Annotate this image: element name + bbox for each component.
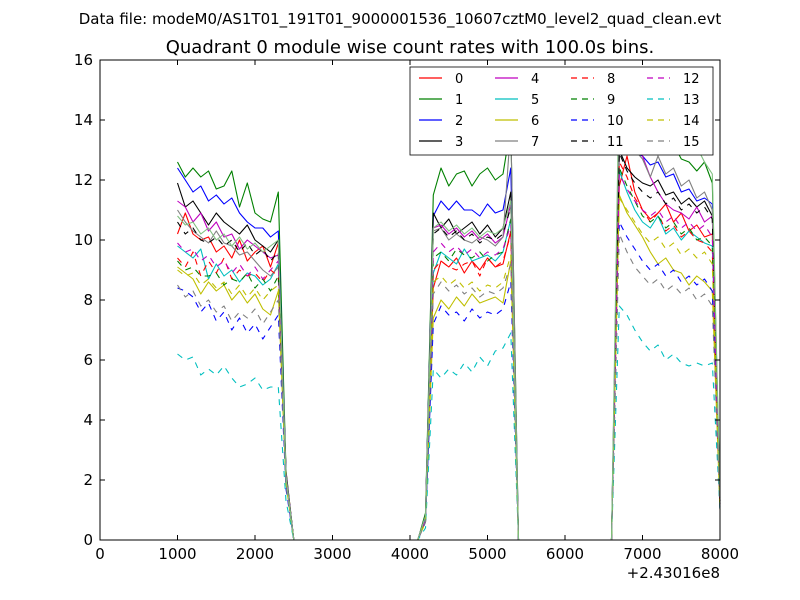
legend-item-0: 0 bbox=[419, 72, 463, 87]
legend-item-11: 11 bbox=[571, 135, 624, 150]
x-tick-label: 2000 bbox=[236, 545, 274, 563]
legend-item-6: 6 bbox=[495, 114, 539, 129]
legend-label: 11 bbox=[607, 135, 624, 150]
x-tick-label: 5000 bbox=[468, 545, 506, 563]
y-tick-label: 6 bbox=[83, 351, 93, 369]
x-tick-label: 6000 bbox=[546, 545, 584, 563]
y-tick-label: 0 bbox=[83, 531, 93, 549]
legend-item-13: 13 bbox=[647, 93, 700, 108]
legend-item-8: 8 bbox=[571, 72, 615, 87]
legend-item-12: 12 bbox=[647, 72, 700, 87]
legend-item-9: 9 bbox=[571, 93, 615, 108]
series-line-15 bbox=[177, 233, 721, 541]
legend-item-10: 10 bbox=[571, 114, 624, 129]
y-tick-label: 4 bbox=[83, 411, 93, 429]
y-tick-label: 8 bbox=[83, 291, 93, 309]
legend-label: 14 bbox=[683, 114, 700, 129]
series-line-3 bbox=[176, 149, 721, 541]
axis-ticks: 0 1000 2000 3000 4000 5000 6000 7000 80000246810… bbox=[74, 51, 739, 563]
legend-label: 13 bbox=[683, 93, 700, 108]
legend-label: 10 bbox=[607, 114, 624, 129]
y-tick-label: 14 bbox=[74, 111, 93, 129]
legend-label: 6 bbox=[531, 114, 539, 129]
y-tick-label: 12 bbox=[74, 171, 93, 189]
series-line-12 bbox=[177, 173, 721, 541]
y-tick-label: 2 bbox=[83, 471, 93, 489]
legend-label: 2 bbox=[455, 114, 463, 129]
x-offset-label: +2.43016e8 bbox=[627, 564, 720, 582]
x-tick-label: 7000 bbox=[623, 545, 661, 563]
legend-item-5: 5 bbox=[495, 93, 539, 108]
x-tick-label: 3000 bbox=[313, 545, 351, 563]
legend-item-15: 15 bbox=[647, 135, 700, 150]
legend-label: 12 bbox=[683, 72, 700, 87]
series-line-11 bbox=[177, 152, 721, 541]
legend-item-4: 4 bbox=[495, 72, 539, 87]
series-line-10 bbox=[177, 221, 721, 541]
chart-title: Quadrant 0 module wise count rates with … bbox=[166, 37, 655, 58]
x-tick-label: 1000 bbox=[158, 545, 196, 563]
y-tick-label: 10 bbox=[74, 231, 93, 249]
legend-label: 9 bbox=[607, 93, 615, 108]
legend-label: 7 bbox=[531, 135, 539, 150]
x-tick-label: 0 bbox=[95, 545, 105, 563]
legend-item-14: 14 bbox=[647, 114, 700, 129]
legend-item-7: 7 bbox=[495, 135, 539, 150]
legend-label: 8 bbox=[607, 72, 615, 87]
legend-label: 0 bbox=[455, 72, 463, 87]
series-line-13 bbox=[177, 305, 721, 541]
legend-label: 3 bbox=[455, 135, 463, 150]
series-line-0 bbox=[176, 155, 721, 541]
legend-box bbox=[409, 66, 714, 156]
y-tick-label: 16 bbox=[74, 51, 93, 69]
figure-suptitle: Data file: modeM0/AS1T01_191T01_90000015… bbox=[79, 10, 722, 29]
series-line-5 bbox=[177, 170, 721, 541]
legend-label: 4 bbox=[531, 72, 539, 87]
x-tick-label: 8000 bbox=[701, 545, 739, 563]
legend-item-3: 3 bbox=[419, 135, 463, 150]
legend-label: 5 bbox=[531, 93, 539, 108]
legend-label: 1 bbox=[455, 93, 463, 108]
legend-item-2: 2 bbox=[419, 114, 463, 129]
x-tick-label: 4000 bbox=[391, 545, 429, 563]
legend-item-1: 1 bbox=[419, 93, 463, 108]
series-line-6 bbox=[177, 194, 721, 541]
legend-label: 15 bbox=[683, 135, 700, 150]
